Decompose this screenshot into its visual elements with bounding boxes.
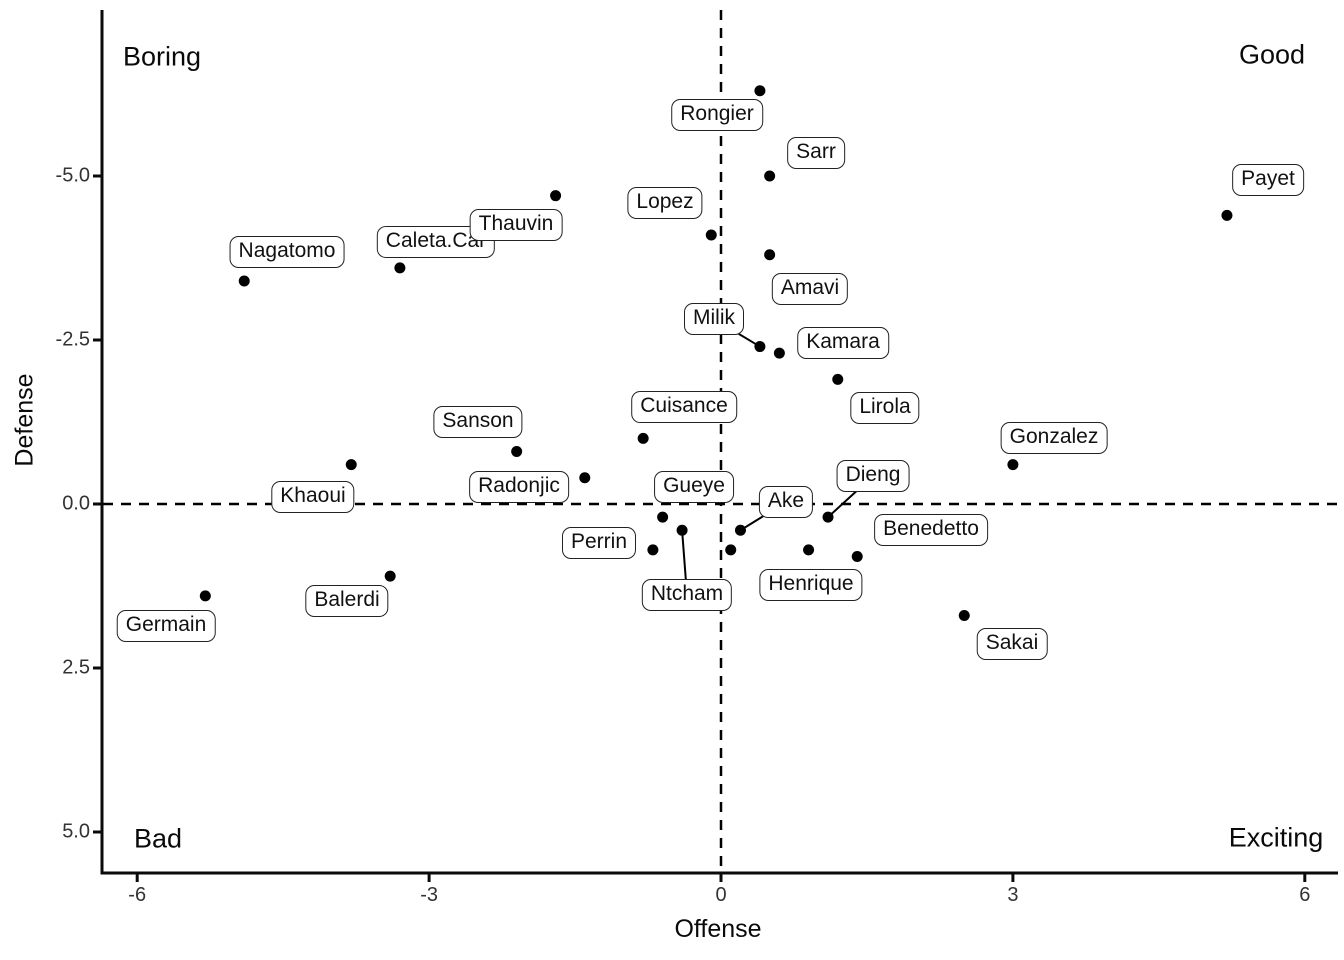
- player-label-perrin: Perrin: [561, 527, 637, 559]
- player-label-payet: Payet: [1232, 164, 1304, 196]
- data-point-amavi: [764, 249, 776, 261]
- data-point: [725, 544, 737, 556]
- data-point-gonzalez: [1007, 459, 1019, 471]
- data-point-rongier: [754, 85, 766, 97]
- data-point-gueye: [657, 511, 669, 523]
- player-label-ntcham: Ntcham: [641, 579, 733, 611]
- data-point-ake: [734, 524, 746, 536]
- player-label-balerdi: Balerdi: [305, 585, 389, 617]
- data-point-perrin: [647, 544, 659, 556]
- player-label-sanson: Sanson: [433, 406, 523, 438]
- y-tick-label: 5.0: [62, 820, 90, 843]
- x-tick-label: -6: [128, 884, 147, 906]
- data-point-khaoui: [345, 459, 357, 471]
- player-label-milik: Milik: [684, 303, 744, 335]
- data-point-sanson: [511, 446, 523, 458]
- player-label-gueye: Gueye: [654, 471, 734, 503]
- data-point-henrique: [803, 544, 815, 556]
- data-point-benedetto: [851, 550, 863, 562]
- x-tick-label: 3: [1007, 884, 1019, 906]
- y-axis-title: Defense: [10, 373, 39, 467]
- player-label-khaoui: Khaoui: [271, 481, 355, 513]
- annotation-good: Good: [1238, 39, 1306, 70]
- player-label-germain: Germain: [116, 610, 216, 642]
- player-label-nagatomo: Nagatomo: [229, 236, 345, 268]
- player-label-lopez: Lopez: [627, 187, 703, 219]
- data-point-germain: [199, 590, 211, 602]
- data-point-dieng: [822, 511, 834, 523]
- x-tick-label: 6: [1299, 884, 1311, 906]
- player-label-cuisance: Cuisance: [631, 391, 737, 423]
- data-point-radonjic: [579, 472, 591, 484]
- player-label-amavi: Amavi: [771, 273, 849, 305]
- player-label-sakai: Sakai: [976, 628, 1048, 660]
- x-axis-title: Offense: [674, 915, 762, 943]
- annotation-bad: Bad: [133, 823, 183, 854]
- y-tick-label: 2.5: [62, 656, 90, 679]
- data-point-thauvin: [550, 190, 562, 202]
- data-point-payet: [1221, 209, 1233, 221]
- player-label-rongier: Rongier: [671, 99, 763, 131]
- player-label-henrique: Henrique: [759, 569, 863, 601]
- player-label-dieng: Dieng: [836, 460, 910, 492]
- x-tick-label: 0: [715, 884, 727, 906]
- data-point-nagatomo: [238, 275, 250, 287]
- data-point-balerdi: [384, 570, 396, 582]
- player-label-kamara: Kamara: [797, 327, 889, 359]
- player-label-thauvin: Thauvin: [469, 209, 563, 241]
- annotation-boring: Boring: [122, 41, 202, 72]
- player-label-sarr: Sarr: [787, 137, 845, 169]
- data-point-milik: [754, 341, 766, 353]
- data-point-cuisance: [637, 432, 649, 444]
- annotation-exciting: Exciting: [1228, 822, 1324, 853]
- y-tick-label: -5.0: [55, 164, 90, 187]
- player-label-lirola: Lirola: [850, 392, 920, 424]
- player-label-ake: Ake: [758, 486, 814, 518]
- data-point-lopez: [705, 229, 717, 241]
- y-tick-label: 0.0: [62, 492, 90, 515]
- x-tick-label: -3: [420, 884, 438, 906]
- y-tick-label: -2.5: [55, 328, 90, 351]
- player-label-gonzalez: Gonzalez: [1000, 422, 1108, 454]
- data-point-sakai: [958, 610, 970, 622]
- data-point-caleta.car: [394, 262, 406, 274]
- data-point-ntcham: [676, 524, 688, 536]
- data-point-kamara: [773, 347, 785, 359]
- player-label-benedetto: Benedetto: [874, 514, 988, 546]
- player-label-radonjic: Radonjic: [469, 471, 569, 503]
- data-point-sarr: [764, 170, 776, 182]
- data-point-lirola: [832, 373, 844, 385]
